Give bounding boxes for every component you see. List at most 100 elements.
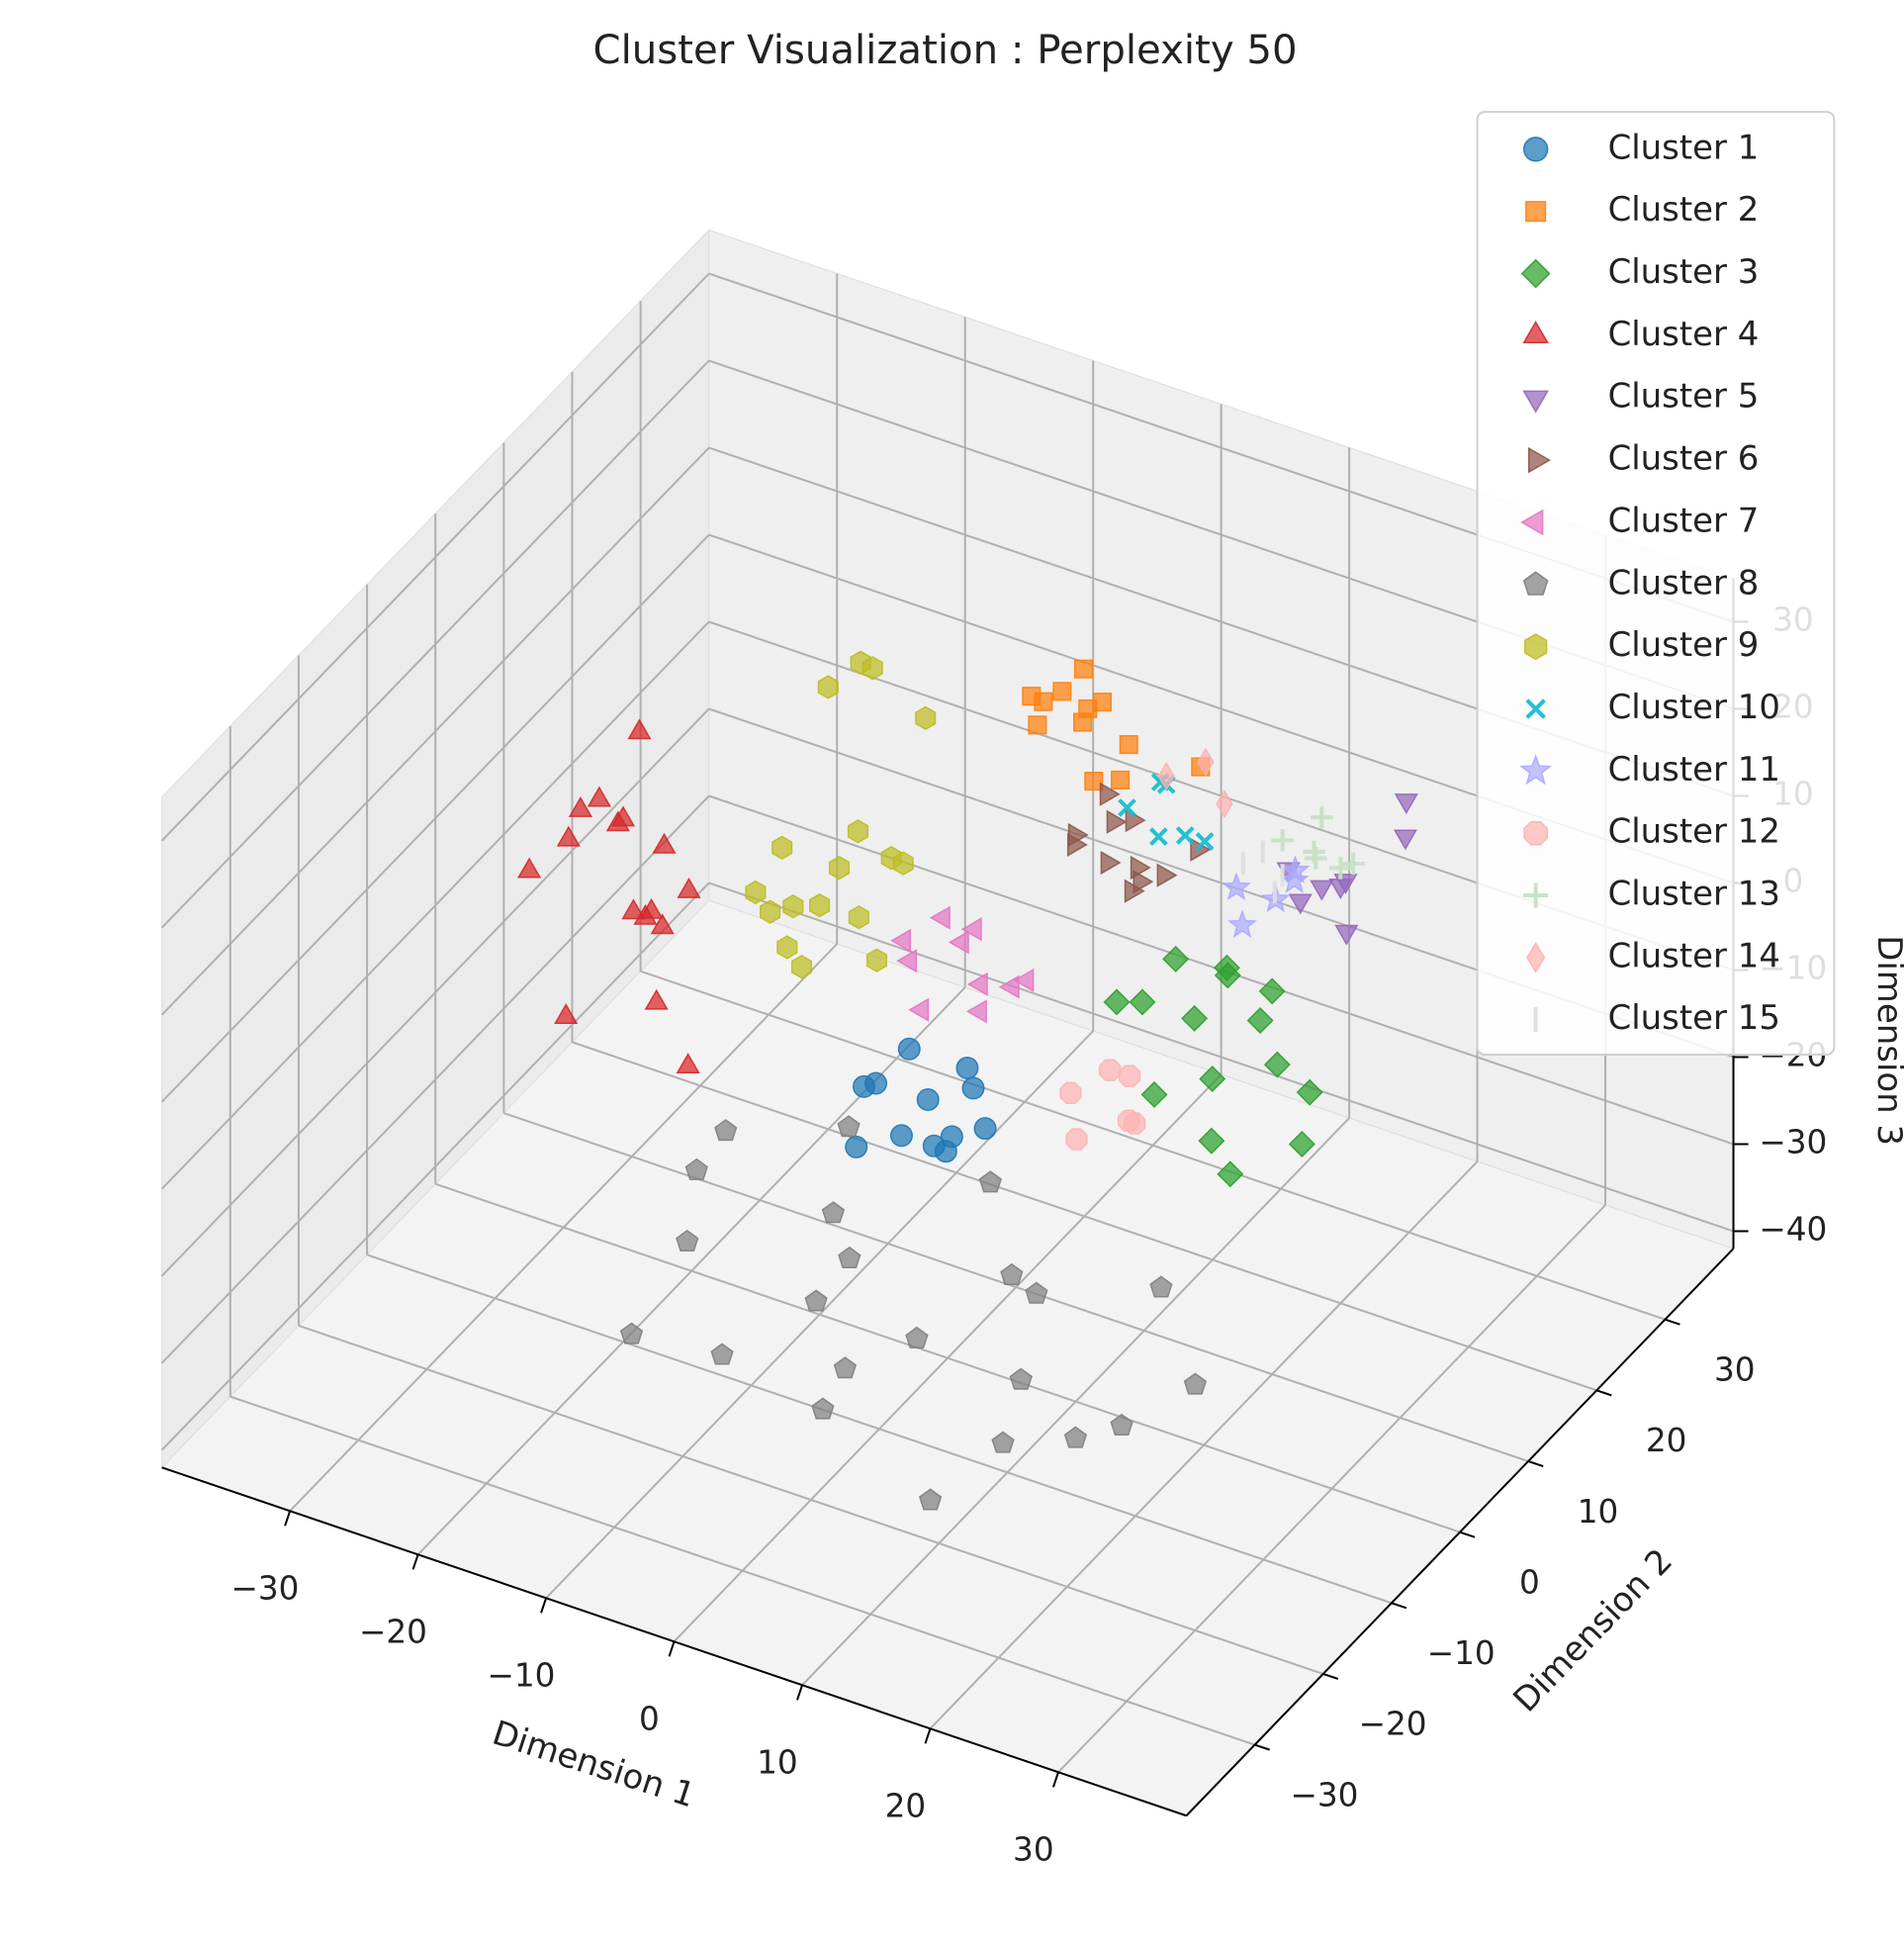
data-point xyxy=(1216,789,1233,819)
data-point xyxy=(847,819,869,844)
y-tick-label: 0 xyxy=(1519,1563,1540,1601)
data-point xyxy=(627,718,652,740)
z-tick-label: −40 xyxy=(1759,1210,1827,1248)
x-tick xyxy=(668,1640,676,1657)
legend-marker xyxy=(1524,633,1548,661)
data-point xyxy=(1227,909,1257,938)
data-point xyxy=(1140,1080,1168,1108)
data-point xyxy=(809,892,831,918)
data-point xyxy=(966,972,988,996)
legend: Cluster 1 Cluster 2 Cluster 3 Cluster 4 Clus… xyxy=(1476,111,1836,1056)
data-point xyxy=(676,1053,700,1073)
y-grid-floor xyxy=(366,1254,1393,1605)
y-tick-label: −30 xyxy=(1290,1776,1358,1813)
data-point xyxy=(1288,893,1313,915)
data-point xyxy=(821,1201,846,1224)
data-point xyxy=(1329,857,1352,880)
data-point xyxy=(889,1124,913,1148)
data-point xyxy=(991,1431,1015,1453)
data-point xyxy=(848,904,869,930)
legend-box xyxy=(1476,111,1836,1056)
legend-label: Cluster 6 xyxy=(1608,440,1760,479)
data-point xyxy=(790,955,813,979)
data-point xyxy=(1303,840,1325,864)
y-grid-floor xyxy=(434,1182,1461,1533)
data-point xyxy=(890,928,912,953)
data-point xyxy=(517,857,542,879)
data-point xyxy=(1279,865,1310,893)
data-point xyxy=(905,1326,929,1348)
data-point xyxy=(710,1343,734,1365)
y-tick-label: 10 xyxy=(1578,1493,1619,1531)
data-point xyxy=(1162,945,1190,973)
data-point xyxy=(1149,827,1168,846)
legend-label: Cluster 10 xyxy=(1608,689,1780,727)
data-point xyxy=(1393,829,1418,851)
data-point xyxy=(652,832,677,854)
data-point xyxy=(556,825,581,847)
data-point xyxy=(804,1289,828,1312)
data-point xyxy=(850,650,871,675)
data-point xyxy=(1123,1112,1146,1135)
data-point xyxy=(771,835,793,860)
data-point xyxy=(568,795,592,817)
legend-marker xyxy=(1523,820,1549,846)
data-point xyxy=(1110,1413,1133,1436)
x-tick xyxy=(796,1684,803,1701)
x-tick-label: 10 xyxy=(757,1744,798,1782)
data-point xyxy=(677,877,701,898)
legend-marker xyxy=(1522,137,1549,162)
data-point xyxy=(1000,1262,1024,1285)
data-point xyxy=(1025,1281,1048,1304)
data-point xyxy=(1073,659,1094,679)
data-point xyxy=(1288,1130,1315,1158)
z-grid-left xyxy=(160,446,710,1016)
data-point xyxy=(745,880,767,905)
data-point xyxy=(1099,782,1121,806)
y-grid-floor xyxy=(298,1325,1324,1675)
data-point xyxy=(684,1158,708,1180)
data-point xyxy=(1222,872,1251,900)
data-point xyxy=(1311,805,1333,829)
data-point xyxy=(1394,793,1418,815)
z-grid-left xyxy=(160,533,710,1103)
data-point xyxy=(676,1229,699,1253)
data-point xyxy=(1157,762,1175,790)
legend-label: Cluster 11 xyxy=(1608,751,1780,789)
data-point xyxy=(897,1037,921,1061)
data-point xyxy=(1065,1128,1088,1151)
data-point xyxy=(619,1322,644,1345)
data-point xyxy=(782,894,804,919)
x-tick-label: −30 xyxy=(231,1570,300,1608)
z-grid-left xyxy=(160,359,710,929)
data-point xyxy=(828,855,851,881)
data-point xyxy=(1271,829,1294,852)
y-tick-label: 30 xyxy=(1714,1350,1756,1388)
data-point xyxy=(1022,687,1042,706)
data-point xyxy=(918,1488,943,1511)
z-axis-label: Dimension 3 xyxy=(1869,935,1904,1146)
y-tick xyxy=(1527,1460,1544,1467)
data-point xyxy=(1133,870,1154,894)
x-tick-label: 20 xyxy=(885,1788,927,1825)
z-grid-left xyxy=(160,272,710,842)
x-tick-label: 0 xyxy=(639,1701,660,1738)
x-tick xyxy=(540,1597,548,1614)
data-point xyxy=(978,1170,1002,1193)
data-point xyxy=(621,898,646,920)
data-point xyxy=(1118,1065,1141,1087)
data-point xyxy=(714,1119,738,1142)
legend-marker xyxy=(1526,941,1546,974)
y-grid-floor xyxy=(572,1041,1597,1392)
data-point xyxy=(587,786,611,807)
data-point xyxy=(650,913,675,935)
legend-label: Cluster 13 xyxy=(1608,876,1780,914)
y-tick-label: 20 xyxy=(1646,1422,1687,1459)
z-grid-left xyxy=(160,707,710,1277)
legend-label: Cluster 3 xyxy=(1608,253,1760,292)
data-point xyxy=(965,999,987,1024)
z-grid-back xyxy=(708,882,1734,1233)
legend-label: Cluster 1 xyxy=(1608,129,1760,167)
legend-marker xyxy=(1522,571,1549,596)
data-point xyxy=(1156,863,1178,887)
